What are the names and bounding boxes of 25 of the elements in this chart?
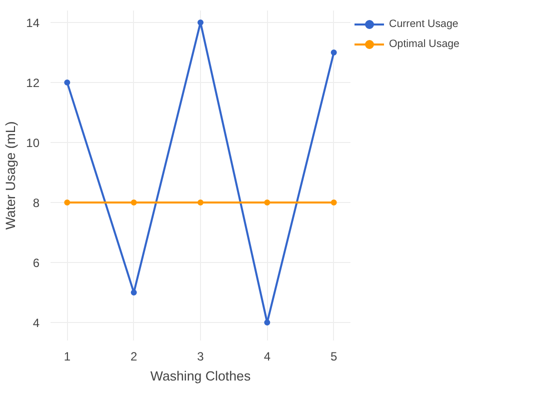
- y-tick-label: 8: [32, 196, 40, 210]
- x-tick-label: 4: [264, 350, 271, 364]
- point: [198, 200, 204, 206]
- point: [198, 20, 204, 26]
- point: [264, 320, 270, 326]
- legend-label: Optimal Usage: [389, 38, 460, 50]
- point: [64, 200, 70, 206]
- x-tick-label: 2: [130, 350, 138, 364]
- point: [64, 80, 70, 86]
- point: [130, 200, 137, 206]
- point: [330, 200, 337, 206]
- x-axis-title: Washing Clothes: [150, 368, 251, 384]
- point: [330, 50, 337, 56]
- y-tick-label: 14: [26, 16, 40, 30]
- y-tick-label: 4: [32, 316, 40, 330]
- y-tick-label: 12: [26, 76, 40, 90]
- point: [264, 200, 270, 206]
- point: [130, 290, 137, 296]
- legend-label: Current Usage: [389, 18, 458, 30]
- x-tick-label: 3: [197, 350, 204, 364]
- y-tick-label: 10: [26, 136, 40, 150]
- y-axis-title: Water Usage (mL): [3, 121, 18, 230]
- x-tick-label: 1: [64, 350, 71, 364]
- y-tick-label: 6: [32, 256, 40, 270]
- x-tick-label: 5: [330, 350, 338, 364]
